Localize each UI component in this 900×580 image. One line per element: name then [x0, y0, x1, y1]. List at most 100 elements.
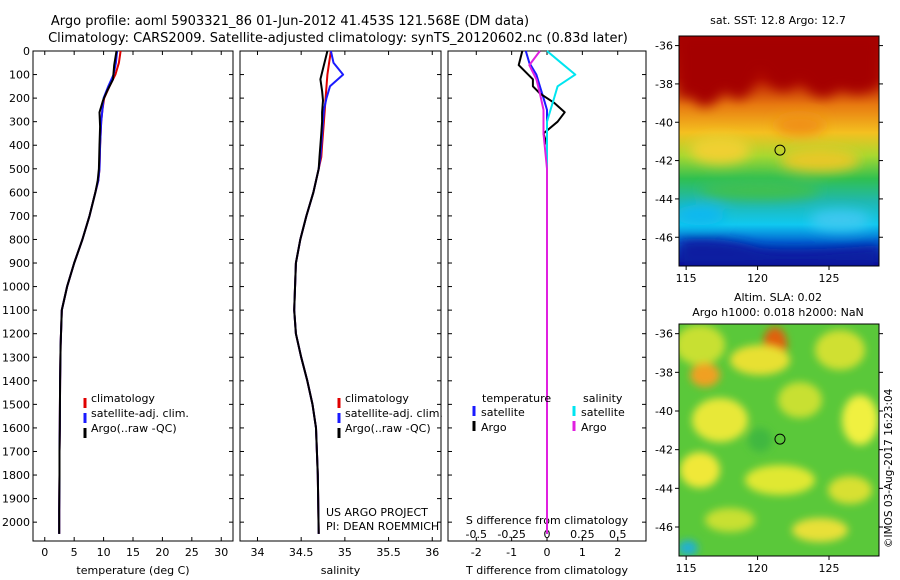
y-tick-label: 1500: [2, 398, 30, 411]
x-tick-label: 25: [185, 546, 199, 559]
legend-salinity-title: salinity: [583, 392, 623, 405]
top-tick-label: 0.5: [609, 528, 627, 541]
series-line-s-satellite: [546, 50, 577, 534]
x-tick-label: 34: [250, 546, 264, 559]
y-tick-label: -46: [655, 231, 673, 244]
y-tick-label: 1800: [2, 469, 30, 482]
x-tick-label: 34.5: [289, 546, 314, 559]
x-tick-label: 35.5: [376, 546, 401, 559]
sst-map-image: [679, 36, 879, 266]
series-line-t-argo: [517, 50, 566, 534]
x-tick-label: 115: [676, 272, 697, 285]
legend-climatology: climatology: [345, 392, 409, 405]
x-axis-label: T difference from climatology: [465, 564, 628, 577]
y-tick-label: -44: [655, 193, 673, 206]
sst-map-frame: [678, 35, 880, 267]
x-tick-label: 30: [214, 546, 228, 559]
salinity-panel: 34 34.5 35 35.5 36 salinity: [239, 50, 442, 577]
project-name: US ARGO PROJECT: [326, 506, 428, 519]
series-line-argo: [293, 50, 329, 534]
y-tick-label: 500: [9, 163, 30, 176]
sla-map-title-line1: Altim. SLA: 0.02: [734, 291, 822, 304]
y-tick-label: 1700: [2, 445, 30, 458]
plot-frame: [32, 50, 234, 542]
y-tick-label: 0: [23, 45, 30, 58]
y-tick-label: 1200: [2, 328, 30, 341]
sla-map-image: [679, 324, 879, 556]
project-pi: PI: DEAN ROEMMICH: [326, 520, 439, 533]
top-tick-label: 0.25: [570, 528, 595, 541]
sla-map-axes: -36 -38 -40 -42 -44 -46 115 120 125: [655, 328, 883, 575]
y-tick-label: 1100: [2, 304, 30, 317]
x-tick-label: -1: [506, 546, 517, 559]
x-tick-label: 125: [819, 272, 840, 285]
legend-satellite: satellite-adj. clim.: [91, 407, 189, 420]
y-tick-label: 1900: [2, 493, 30, 506]
series-line-satellite: [293, 50, 345, 534]
x-tick-label: 115: [676, 562, 697, 575]
y-tick-label: -46: [655, 521, 673, 534]
legend-s-argo: Argo: [581, 421, 607, 434]
x-axis-label: temperature (deg C): [76, 564, 189, 577]
x-tick-label: -2: [471, 546, 482, 559]
salinity-legend: climatology satellite-adj. clim. Argo(..…: [337, 392, 443, 438]
top-tick-label: -0.25: [497, 528, 525, 541]
y-tick-label: 1400: [2, 375, 30, 388]
y-tick-label: 200: [9, 92, 30, 105]
y-tick-label: 800: [9, 233, 30, 246]
sla-map-frame: [678, 323, 880, 557]
legend-satellite: satellite-adj. clim.: [345, 407, 443, 420]
y-tick-label: -36: [655, 40, 673, 53]
plot-frame: [239, 50, 442, 542]
x-tick-label: 120: [747, 272, 768, 285]
temperature-panel: 0100200300400500600700800900100011001200…: [2, 45, 234, 577]
series-line-climatology: [58, 50, 122, 534]
legend-argo: Argo(..raw -QC): [345, 422, 431, 435]
y-tick-label: -40: [655, 116, 673, 129]
y-tick-label: -44: [655, 482, 673, 495]
figure-title-line1: Argo profile: aoml 5903321_86 01-Jun-201…: [51, 14, 529, 29]
y-tick-label: -38: [655, 78, 673, 91]
y-tick-label: 600: [9, 186, 30, 199]
imos-credit: ©IMOS 03-Aug-2017 16:23:04: [883, 388, 895, 548]
x-tick-label: 2: [614, 546, 621, 559]
y-tick-label: -38: [655, 366, 673, 379]
legend-t-argo: Argo: [481, 421, 507, 434]
top-tick-label: 0: [544, 528, 551, 541]
x-tick-label: 0: [544, 546, 551, 559]
temperature-legend: climatology satellite-adj. clim. Argo(..…: [83, 392, 189, 438]
series-line-satellite: [58, 50, 119, 534]
y-tick-label: 700: [9, 210, 30, 223]
x-tick-label: 5: [71, 546, 78, 559]
y-tick-label: 2000: [2, 516, 30, 529]
y-tick-label: -36: [655, 328, 673, 341]
y-tick-label: 1000: [2, 281, 30, 294]
x-tick-label: 1: [579, 546, 586, 559]
sst-map-title: sat. SST: 12.8 Argo: 12.7: [710, 14, 846, 27]
x-tick-label: 120: [747, 562, 768, 575]
y-tick-label: 1600: [2, 422, 30, 435]
sst-map-axes: -36 -38 -40 -42 -44 -46 115 120 125: [655, 40, 883, 285]
series-line-argo: [58, 50, 118, 534]
figure-title-line2: Climatology: CARS2009. Satellite-adjuste…: [48, 31, 628, 46]
difference-legend: temperature satellite Argo salinity sate…: [472, 392, 625, 434]
x-tick-label: 15: [126, 546, 140, 559]
x-tick-label: 125: [819, 562, 840, 575]
sla-map-title-line2: Argo h1000: 0.018 h2000: NaN: [692, 306, 864, 319]
y-tick-label: 100: [9, 69, 30, 82]
argo-location-marker: [774, 433, 786, 445]
x-tick-label: 35: [338, 546, 352, 559]
y-tick-label: 900: [9, 257, 30, 270]
x-axis-label: salinity: [321, 564, 361, 577]
argo-location-marker: [774, 144, 786, 156]
x-tick-label: 10: [97, 546, 111, 559]
legend-s-satellite: satellite: [581, 406, 625, 419]
y-tick-label: 1300: [2, 351, 30, 364]
legend-climatology: climatology: [91, 392, 155, 405]
y-tick-label: 300: [9, 116, 30, 129]
x-tick-label: 20: [155, 546, 169, 559]
legend-temperature-title: temperature: [482, 392, 551, 405]
y-tick-label: -42: [655, 155, 673, 168]
